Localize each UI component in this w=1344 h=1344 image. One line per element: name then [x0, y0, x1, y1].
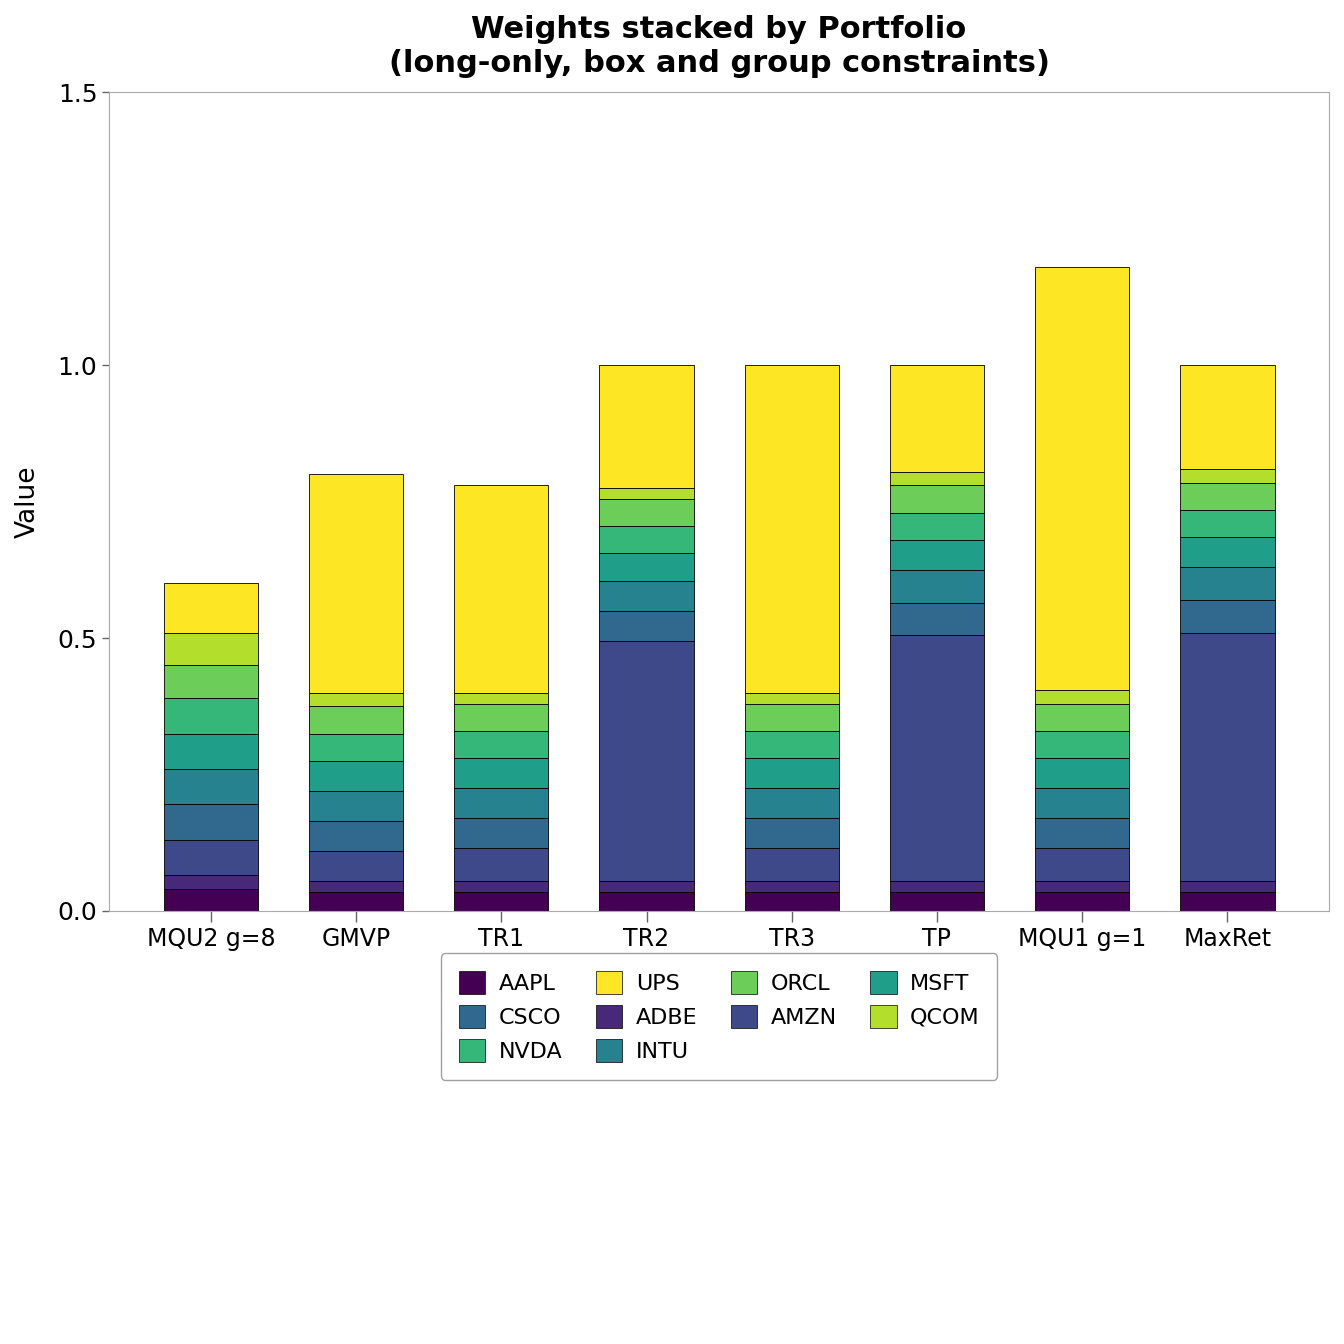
Bar — [454, 758, 548, 788]
Bar — [309, 880, 403, 891]
Bar — [890, 570, 984, 602]
Bar — [454, 891, 548, 911]
Bar — [164, 665, 258, 698]
Bar — [745, 788, 839, 818]
Bar — [890, 472, 984, 485]
Bar — [1180, 482, 1274, 509]
Bar — [1180, 509, 1274, 538]
Bar — [890, 636, 984, 880]
Bar — [454, 703, 548, 731]
Bar — [309, 891, 403, 911]
Bar — [164, 805, 258, 840]
Bar — [599, 554, 694, 581]
Bar — [1035, 703, 1129, 731]
Bar — [454, 818, 548, 848]
Bar — [599, 891, 694, 911]
Bar — [890, 366, 984, 472]
Bar — [1180, 469, 1274, 482]
Bar — [454, 880, 548, 891]
Bar — [890, 891, 984, 911]
Bar — [1035, 848, 1129, 880]
Bar — [1180, 599, 1274, 633]
Bar — [309, 761, 403, 790]
Bar — [454, 485, 548, 692]
Y-axis label: Value: Value — [15, 465, 42, 538]
Bar — [890, 602, 984, 636]
Bar — [1035, 788, 1129, 818]
Bar — [745, 891, 839, 911]
Bar — [164, 769, 258, 805]
Bar — [454, 731, 548, 758]
Bar — [309, 851, 403, 880]
Bar — [1035, 891, 1129, 911]
Bar — [599, 641, 694, 880]
Bar — [599, 880, 694, 891]
Bar — [890, 485, 984, 512]
Bar — [164, 888, 258, 911]
Bar — [599, 581, 694, 610]
Bar — [1035, 689, 1129, 703]
Bar — [309, 734, 403, 761]
Bar — [890, 540, 984, 570]
Bar — [309, 692, 403, 706]
Bar — [890, 880, 984, 891]
Bar — [1180, 880, 1274, 891]
Bar — [1035, 880, 1129, 891]
Bar — [164, 875, 258, 888]
Bar — [309, 821, 403, 851]
Bar — [745, 692, 839, 703]
Bar — [1180, 633, 1274, 880]
Title: Weights stacked by Portfolio
(long-only, box and group constraints): Weights stacked by Portfolio (long-only,… — [388, 15, 1050, 78]
Bar — [1035, 267, 1129, 689]
Legend: AAPL, CSCO, NVDA, UPS, ADBE, INTU, ORCL, AMZN, MSFT, QCOM: AAPL, CSCO, NVDA, UPS, ADBE, INTU, ORCL,… — [441, 953, 997, 1079]
Bar — [1180, 538, 1274, 567]
Bar — [599, 499, 694, 527]
Bar — [309, 474, 403, 692]
Bar — [454, 692, 548, 703]
Bar — [599, 366, 694, 488]
Bar — [1035, 758, 1129, 788]
Bar — [599, 527, 694, 554]
Bar — [745, 818, 839, 848]
Bar — [454, 788, 548, 818]
Bar — [164, 698, 258, 734]
Bar — [1180, 567, 1274, 599]
Bar — [745, 758, 839, 788]
Bar — [599, 610, 694, 641]
Bar — [309, 790, 403, 821]
Bar — [599, 488, 694, 499]
Bar — [1035, 818, 1129, 848]
Bar — [164, 633, 258, 665]
Bar — [745, 703, 839, 731]
Bar — [745, 880, 839, 891]
Bar — [1035, 731, 1129, 758]
Bar — [164, 583, 258, 633]
Bar — [745, 848, 839, 880]
Bar — [164, 734, 258, 769]
Bar — [890, 512, 984, 540]
Bar — [454, 848, 548, 880]
Bar — [745, 366, 839, 692]
Bar — [745, 731, 839, 758]
Bar — [164, 840, 258, 875]
Bar — [1180, 366, 1274, 469]
Bar — [1180, 891, 1274, 911]
Bar — [309, 706, 403, 734]
